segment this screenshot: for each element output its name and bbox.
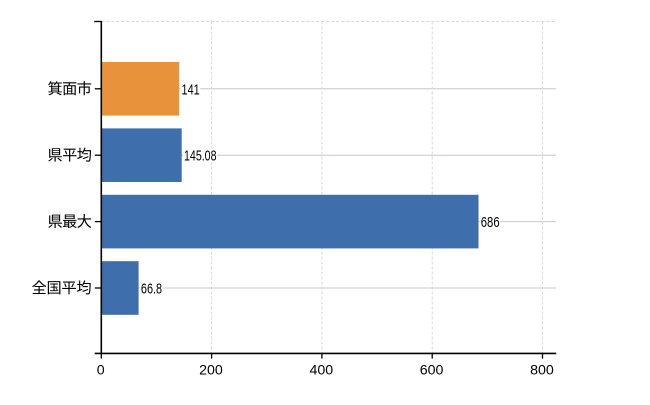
svg-text:200: 200 [199, 363, 223, 379]
svg-text:141: 141 [182, 82, 200, 98]
svg-text:400: 400 [309, 363, 333, 379]
svg-text:686: 686 [481, 215, 500, 231]
svg-text:0: 0 [97, 363, 105, 379]
svg-text:600: 600 [420, 363, 444, 379]
svg-text:145.08: 145.08 [184, 149, 217, 165]
svg-text:800: 800 [530, 363, 554, 379]
svg-text:66.8: 66.8 [141, 282, 162, 298]
